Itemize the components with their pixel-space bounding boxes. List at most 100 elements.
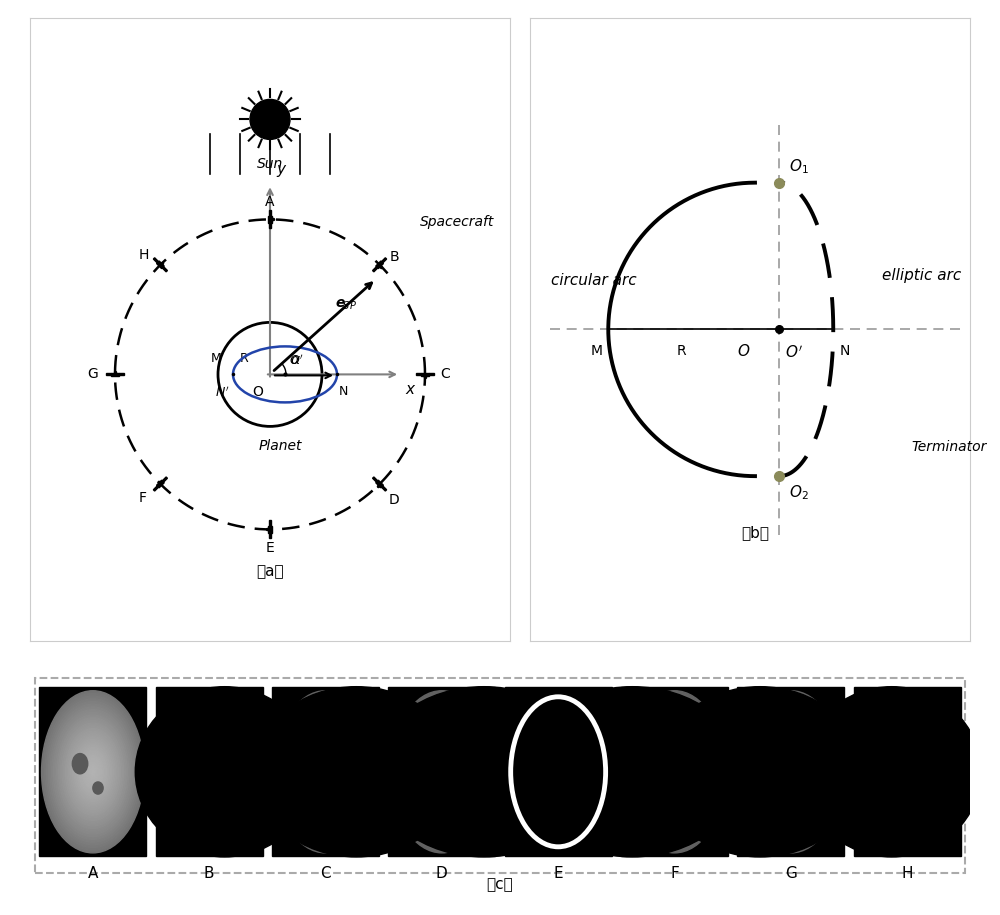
Ellipse shape (191, 743, 228, 801)
Text: C: C (440, 368, 450, 382)
Ellipse shape (189, 739, 230, 804)
Text: $x$: $x$ (405, 382, 417, 397)
Ellipse shape (278, 697, 373, 846)
Ellipse shape (903, 765, 911, 779)
Text: N: N (839, 344, 850, 358)
Ellipse shape (297, 727, 354, 817)
Ellipse shape (315, 756, 336, 788)
Polygon shape (119, 373, 124, 375)
Ellipse shape (783, 759, 799, 785)
Ellipse shape (642, 720, 707, 824)
Ellipse shape (55, 713, 131, 831)
Ellipse shape (178, 723, 240, 821)
Ellipse shape (311, 749, 340, 794)
Ellipse shape (293, 720, 358, 824)
Bar (388, 687, 495, 856)
Ellipse shape (893, 749, 922, 794)
Ellipse shape (71, 737, 115, 807)
Polygon shape (373, 477, 378, 482)
Ellipse shape (255, 686, 458, 857)
Ellipse shape (883, 733, 932, 811)
Ellipse shape (174, 716, 244, 827)
Text: O: O (252, 385, 263, 400)
Ellipse shape (303, 737, 348, 807)
Ellipse shape (373, 686, 595, 857)
Polygon shape (268, 216, 272, 223)
Text: Spacecraft: Spacecraft (420, 215, 494, 230)
Text: H: H (138, 248, 149, 262)
Ellipse shape (744, 697, 838, 846)
Ellipse shape (276, 694, 375, 850)
Ellipse shape (60, 720, 125, 824)
Bar (854, 687, 961, 856)
Bar (156, 687, 263, 856)
Ellipse shape (885, 737, 930, 807)
Ellipse shape (395, 697, 489, 846)
Ellipse shape (432, 756, 452, 788)
Ellipse shape (908, 723, 921, 821)
Ellipse shape (644, 723, 705, 821)
Text: （a）: （a） (256, 565, 284, 579)
Ellipse shape (83, 756, 103, 788)
Ellipse shape (868, 710, 946, 834)
Ellipse shape (423, 743, 460, 801)
Ellipse shape (309, 746, 342, 798)
Ellipse shape (304, 723, 317, 821)
Text: A: A (88, 866, 98, 881)
Text: G: G (88, 368, 98, 382)
Ellipse shape (858, 694, 956, 850)
Ellipse shape (889, 743, 926, 801)
Ellipse shape (672, 769, 677, 775)
Ellipse shape (301, 733, 350, 811)
Ellipse shape (772, 743, 809, 801)
Ellipse shape (785, 762, 797, 781)
Ellipse shape (660, 749, 689, 794)
Ellipse shape (901, 762, 913, 781)
Text: M: M (210, 352, 221, 365)
Ellipse shape (305, 739, 346, 804)
Ellipse shape (203, 762, 215, 781)
Ellipse shape (287, 710, 365, 834)
Ellipse shape (862, 701, 952, 843)
Ellipse shape (295, 723, 356, 821)
Ellipse shape (754, 714, 828, 830)
Ellipse shape (313, 752, 338, 791)
Ellipse shape (207, 769, 211, 775)
Polygon shape (376, 261, 383, 269)
Ellipse shape (652, 737, 697, 807)
Ellipse shape (633, 707, 716, 836)
Ellipse shape (274, 691, 377, 853)
Ellipse shape (746, 701, 836, 843)
Polygon shape (162, 477, 167, 482)
Polygon shape (269, 533, 271, 538)
Ellipse shape (185, 733, 234, 811)
Ellipse shape (897, 756, 917, 788)
Ellipse shape (417, 733, 466, 811)
Ellipse shape (627, 697, 722, 846)
Ellipse shape (43, 694, 142, 850)
Ellipse shape (59, 717, 127, 826)
Circle shape (250, 100, 290, 139)
Ellipse shape (438, 765, 446, 779)
Ellipse shape (670, 765, 679, 779)
Polygon shape (269, 521, 271, 526)
Text: N: N (339, 385, 348, 398)
Bar (505, 687, 612, 856)
Text: $\boldsymbol{e}_{\!SP}$: $\boldsymbol{e}_{\!SP}$ (335, 298, 357, 312)
Text: Terminator: Terminator (912, 440, 987, 454)
Ellipse shape (664, 756, 685, 788)
Ellipse shape (162, 697, 256, 846)
Text: R: R (240, 352, 248, 365)
Ellipse shape (182, 729, 236, 814)
Ellipse shape (47, 699, 139, 845)
Ellipse shape (411, 723, 473, 821)
Text: circular arc: circular arc (551, 273, 636, 288)
Bar (39, 687, 146, 856)
Ellipse shape (635, 710, 713, 834)
Ellipse shape (317, 759, 334, 785)
Ellipse shape (414, 723, 427, 821)
Ellipse shape (197, 752, 222, 791)
Ellipse shape (648, 729, 701, 814)
Text: R: R (677, 344, 686, 358)
Ellipse shape (72, 754, 88, 774)
